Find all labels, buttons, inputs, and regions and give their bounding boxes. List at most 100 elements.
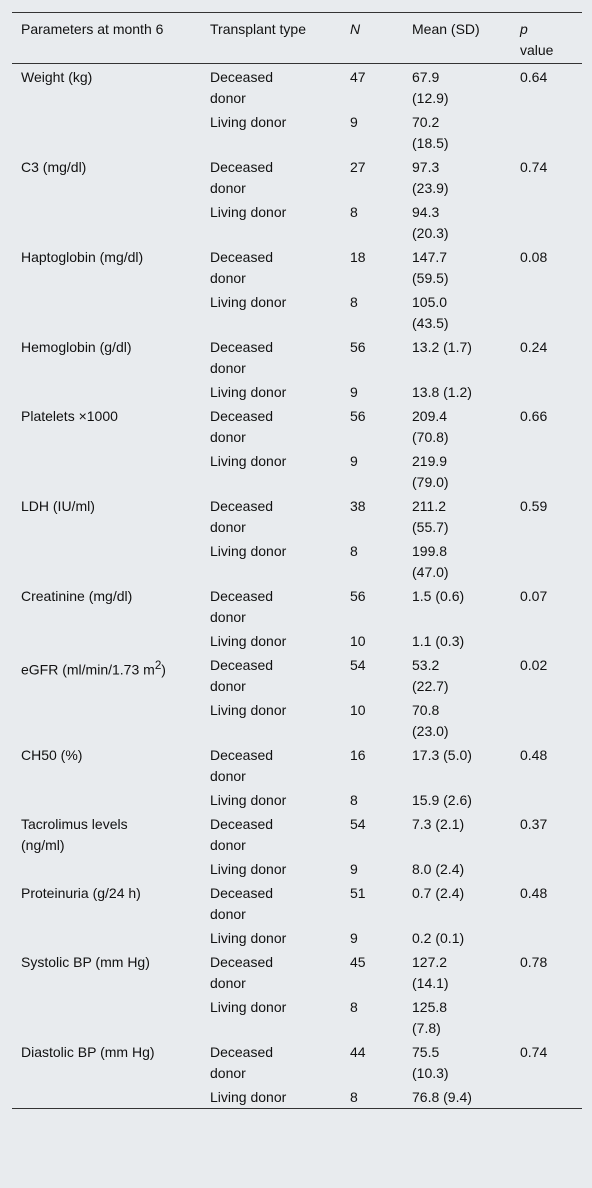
parameter-text: ) (161, 661, 166, 678)
transplant-type: Living donor (210, 294, 287, 310)
table-row: Tacrolimus levels (ng/ml) Deceased donor 5… (12, 811, 582, 856)
mean-cell: 209.4 (70.8) (412, 408, 449, 445)
mean-cell: 8.0 (2.4) (412, 861, 465, 877)
parameter-sup: 2 (154, 659, 162, 672)
table-row: Living donor 9 8.0 (2.4) (12, 856, 582, 880)
parameter-cell: Creatinine (mg/dl) (12, 583, 210, 652)
transplant-type: Deceased donor (210, 408, 274, 445)
parameter-cell: Weight (kg) (12, 64, 210, 155)
table-header: Parameters at month 6 Transplant type N … (12, 12, 582, 64)
table-row: Living donor 8 125.8 (7.8) (12, 994, 582, 1039)
n-cell: 56 (350, 339, 366, 355)
parameter-cell: Systolic BP (mm Hg) (12, 949, 210, 1039)
mean-cell: 0.7 (2.4) (412, 885, 465, 901)
mean-cell: 147.7 (59.5) (412, 249, 449, 286)
parameter-text: Diastolic BP (mm Hg) (21, 1044, 155, 1060)
header-cell: p value (520, 12, 582, 64)
mean-cell: 199.8 (47.0) (412, 543, 449, 580)
transplant-type: Living donor (210, 633, 287, 649)
mean-cell: 211.2 (55.7) (412, 498, 449, 535)
table-row: Creatinine (mg/dl) Deceased donor 56 1.5 (0… (12, 583, 582, 628)
header-cell: Mean (SD) (412, 12, 520, 64)
header-cell: Parameters at month 6 (12, 12, 210, 64)
transplant-type: Deceased donor (210, 1044, 274, 1081)
parameter-text: Haptoglobin (mg/dl) (21, 249, 144, 265)
transplant-type: Deceased donor (210, 816, 274, 853)
n-cell: 9 (350, 930, 358, 946)
mean-cell: 17.3 (5.0) (412, 747, 472, 763)
n-cell: 10 (350, 702, 366, 718)
mean-cell: 13.2 (1.7) (412, 339, 472, 355)
mean-cell: 70.2 (18.5) (412, 114, 449, 151)
p-value: 0.74 (520, 1044, 548, 1060)
n-cell: 8 (350, 294, 358, 310)
table-row: Living donor 10 70.8 (23.0) (12, 697, 582, 742)
n-cell: 54 (350, 816, 366, 832)
transplant-type: Living donor (210, 453, 287, 469)
table-row: Living donor 8 199.8 (47.0) (12, 538, 582, 583)
p-value: 0.64 (520, 69, 548, 85)
parameter-cell: LDH (IU/ml) (12, 493, 210, 583)
parameter-text: Platelets ×1000 (21, 408, 118, 424)
table-row: CH50 (%) Deceased donor 16 17.3 (5.0) 0.48 (12, 742, 582, 787)
n-cell: 8 (350, 792, 358, 808)
n-cell: 8 (350, 204, 358, 220)
parameter-cell: Hemoglobin (g/dl) (12, 334, 210, 403)
n-cell: 9 (350, 861, 358, 877)
n-cell: 56 (350, 408, 366, 424)
n-cell: 54 (350, 657, 366, 673)
p-value: 0.66 (520, 408, 548, 424)
table-body: Weight (kg) Deceased donor 47 67.9 (12.9) 0.… (12, 64, 582, 1109)
transplant-type: Living donor (210, 204, 287, 220)
p-value: 0.08 (520, 249, 548, 265)
table-row: Living donor 9 0.2 (0.1) (12, 925, 582, 949)
transplant-type: Deceased donor (210, 885, 274, 922)
mean-cell: 0.2 (0.1) (412, 930, 465, 946)
table-row: Living donor 8 94.3 (20.3) (12, 199, 582, 244)
table-row: Systolic BP (mm Hg) Deceased donor 45 127.2… (12, 949, 582, 994)
n-cell: 8 (350, 999, 358, 1015)
table-row: Diastolic BP (mm Hg) Deceased donor 44 75.5… (12, 1039, 582, 1084)
table-row: Living donor 8 76.8 (9.4) (12, 1084, 582, 1109)
transplant-type: Deceased donor (210, 954, 274, 991)
table-row: Hemoglobin (g/dl) Deceased donor 56 13.2 (1… (12, 334, 582, 379)
mean-cell: 105.0 (43.5) (412, 294, 449, 331)
n-cell: 9 (350, 453, 358, 469)
mean-cell: 70.8 (23.0) (412, 702, 449, 739)
table-row: Living donor 8 105.0 (43.5) (12, 289, 582, 334)
n-cell: 44 (350, 1044, 366, 1060)
table-row: eGFR (ml/min/1.73 m2) Deceased donor 54 53.… (12, 652, 582, 697)
parameter-cell: CH50 (%) (12, 742, 210, 811)
mean-cell: 1.5 (0.6) (412, 588, 465, 604)
transplant-type: Deceased donor (210, 249, 274, 286)
mean-cell: 125.8 (7.8) (412, 999, 448, 1036)
n-cell: 10 (350, 633, 366, 649)
p-value: 0.37 (520, 816, 548, 832)
parameter-text: Hemoglobin (g/dl) (21, 339, 132, 355)
mean-cell: 76.8 (9.4) (412, 1089, 472, 1105)
table-row: C3 (mg/dl) Deceased donor 27 97.3 (23.9) 0.7… (12, 154, 582, 199)
n-cell: 18 (350, 249, 366, 265)
n-cell: 16 (350, 747, 366, 763)
mean-cell: 67.9 (12.9) (412, 69, 449, 106)
parameter-cell: C3 (mg/dl) (12, 154, 210, 244)
mean-cell: 53.2 (22.7) (412, 657, 449, 694)
header-text: value (520, 42, 554, 58)
transplant-type: Deceased donor (210, 339, 274, 376)
parameter-text: C3 (mg/dl) (21, 159, 87, 175)
transplant-type: Living donor (210, 930, 287, 946)
mean-cell: 1.1 (0.3) (412, 633, 465, 649)
n-cell: 27 (350, 159, 366, 175)
p-value: 0.24 (520, 339, 548, 355)
parameter-cell: Haptoglobin (mg/dl) (12, 244, 210, 334)
table-row: Living donor 9 13.8 (1.2) (12, 379, 582, 403)
mean-cell: 94.3 (20.3) (412, 204, 449, 241)
table-row: Platelets ×1000 Deceased donor 56 209.4 (70… (12, 403, 582, 448)
table-row: Living donor 10 1.1 (0.3) (12, 628, 582, 652)
transplant-type: Living donor (210, 999, 287, 1015)
transplant-type: Deceased donor (210, 69, 274, 106)
transplant-type: Deceased donor (210, 588, 274, 625)
transplant-type: Living donor (210, 702, 287, 718)
mean-cell: 15.9 (2.6) (412, 792, 472, 808)
